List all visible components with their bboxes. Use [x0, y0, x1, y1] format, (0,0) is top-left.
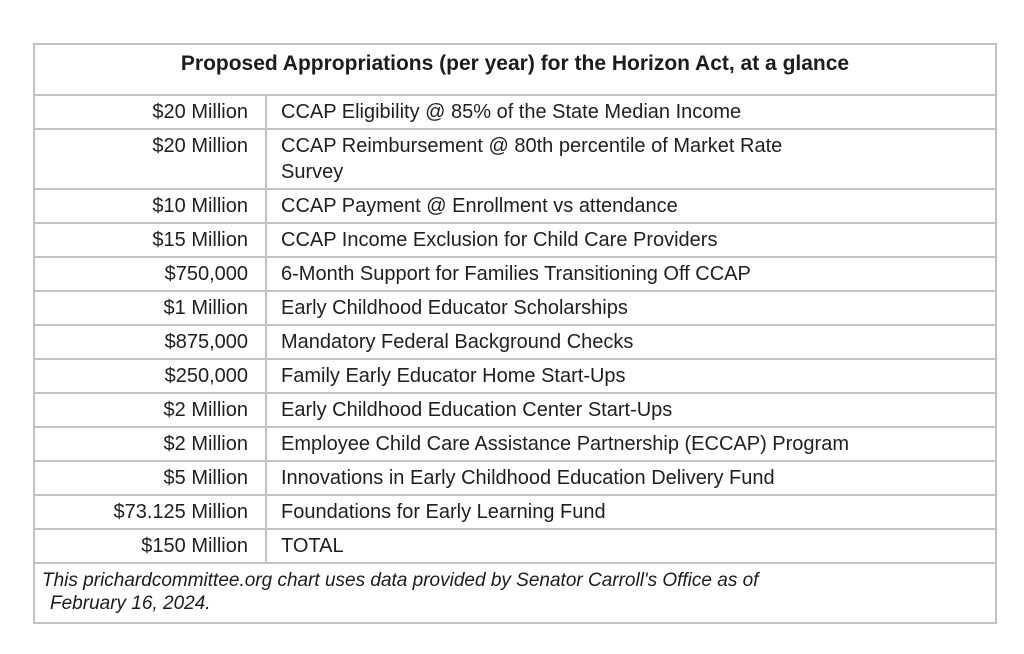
description-cell: Innovations in Early Childhood Education… [265, 460, 997, 496]
source-note: This prichardcommittee.org chart uses da… [33, 562, 997, 624]
description-cell: Employee Child Care Assistance Partnersh… [265, 426, 997, 462]
description-cell: Family Early Educator Home Start-Ups [265, 358, 997, 394]
table-row: $750,000 6-Month Support for Families Tr… [33, 256, 997, 292]
description-cell: Early Childhood Education Center Start-U… [265, 392, 997, 428]
amount-cell: $1 Million [33, 290, 267, 326]
amount-cell: $2 Million [33, 426, 267, 462]
description-text: CCAP Reimbursement @ 80th percentile of … [281, 135, 783, 183]
source-note-line2: February 16, 2024. [50, 593, 211, 614]
table-row: $1 Million Early Childhood Educator Scho… [33, 290, 997, 326]
table-row: $15 Million CCAP Income Exclusion for Ch… [33, 222, 997, 258]
appropriations-table: Proposed Appropriations (per year) for t… [33, 43, 997, 624]
source-note-line1: This prichardcommittee.org chart uses da… [42, 570, 759, 591]
amount-cell: $20 Million [33, 94, 267, 130]
table-row: $20 Million CCAP Reimbursement @ 80th pe… [33, 128, 997, 190]
source-note-row: This prichardcommittee.org chart uses da… [33, 562, 997, 624]
amount-cell: $20 Million [33, 128, 267, 190]
description-cell: CCAP Payment @ Enrollment vs attendance [265, 188, 997, 224]
description-cell: 6-Month Support for Families Transitioni… [265, 256, 997, 292]
description-cell: Early Childhood Educator Scholarships [265, 290, 997, 326]
amount-cell: $750,000 [33, 256, 267, 292]
amount-cell: $73.125 Million [33, 494, 267, 530]
description-cell: CCAP Eligibility @ 85% of the State Medi… [265, 94, 997, 130]
table-row: $250,000 Family Early Educator Home Star… [33, 358, 997, 394]
description-cell: Foundations for Early Learning Fund [265, 494, 997, 530]
table-row: $2 Million Employee Child Care Assistanc… [33, 426, 997, 462]
table-row: $2 Million Early Childhood Education Cen… [33, 392, 997, 428]
description-cell: Mandatory Federal Background Checks [265, 324, 997, 360]
amount-cell: $10 Million [33, 188, 267, 224]
total-row: $150 Million TOTAL [33, 528, 997, 564]
amount-cell: $250,000 [33, 358, 267, 394]
table-row: $20 Million CCAP Eligibility @ 85% of th… [33, 94, 997, 130]
table-row: $73.125 Million Foundations for Early Le… [33, 494, 997, 530]
table-title-row: Proposed Appropriations (per year) for t… [33, 43, 997, 96]
table-title: Proposed Appropriations (per year) for t… [33, 43, 997, 96]
total-amount-cell: $150 Million [33, 528, 267, 564]
description-cell: CCAP Income Exclusion for Child Care Pro… [265, 222, 997, 258]
description-cell: CCAP Reimbursement @ 80th percentile of … [265, 128, 997, 190]
total-label-cell: TOTAL [265, 528, 997, 564]
amount-cell: $875,000 [33, 324, 267, 360]
table-row: $875,000 Mandatory Federal Background Ch… [33, 324, 997, 360]
table-row: $10 Million CCAP Payment @ Enrollment vs… [33, 188, 997, 224]
amount-cell: $5 Million [33, 460, 267, 496]
amount-cell: $15 Million [33, 222, 267, 258]
table-row: $5 Million Innovations in Early Childhoo… [33, 460, 997, 496]
amount-cell: $2 Million [33, 392, 267, 428]
